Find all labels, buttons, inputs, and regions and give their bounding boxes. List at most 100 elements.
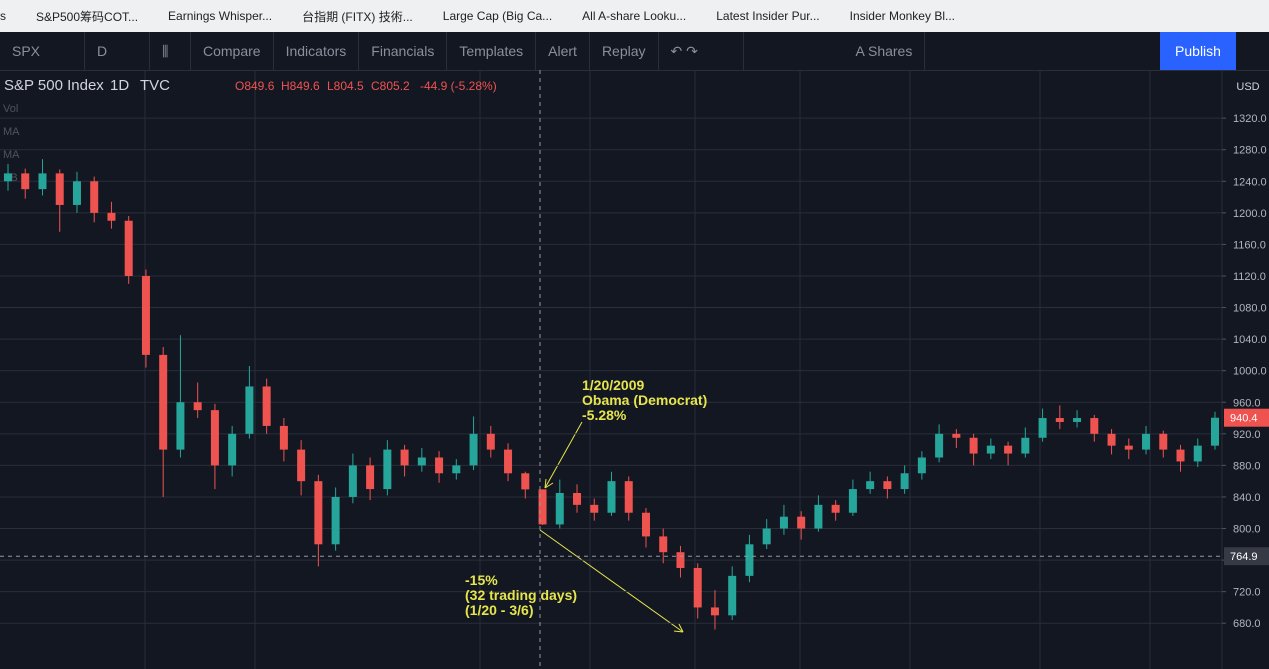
candle-body	[210, 410, 219, 466]
publish-button[interactable]: Publish	[1160, 32, 1236, 70]
candle-body	[848, 489, 857, 513]
y-tick-label: 1280.0	[1233, 145, 1267, 157]
candle-body	[504, 449, 513, 474]
candle-body	[348, 465, 357, 497]
candle-body	[176, 402, 185, 450]
crosshair-tag	[1224, 547, 1269, 566]
legend-close: C805.2	[371, 79, 410, 93]
currency: USD	[1236, 81, 1259, 93]
candle-body	[314, 481, 323, 545]
candle-body	[797, 516, 806, 529]
indicator[interactable]: MA	[3, 149, 20, 161]
y-tick-label: 960.0	[1233, 397, 1261, 409]
candle-body	[710, 607, 719, 616]
candle-body	[762, 528, 771, 545]
annotation: (1/20 - 3/6)	[465, 602, 533, 618]
bookmark[interactable]: S&P500筹码COT...	[36, 9, 139, 24]
replay[interactable]: Replay	[590, 32, 659, 70]
bookmark[interactable]: Earnings Whisper...	[168, 9, 273, 23]
financials[interactable]: Financials	[359, 32, 448, 70]
bookmark[interactable]: All A-share Looku...	[582, 9, 687, 23]
candle-body	[435, 457, 444, 474]
candle-body	[124, 220, 133, 276]
candle-body	[279, 425, 288, 450]
bookmark[interactable]: 台指期 (FITX) 技術...	[302, 9, 413, 24]
y-tick-label: 1080.0	[1233, 303, 1267, 315]
bookmark[interactable]: Latest Insider Pur...	[716, 9, 820, 23]
y-tick-label: 800.0	[1233, 524, 1261, 536]
candle-body	[1159, 433, 1168, 450]
y-tick-label: 840.0	[1233, 492, 1261, 504]
candle-body	[607, 481, 616, 513]
legend-interval: 1D	[110, 77, 129, 94]
candle-body	[1055, 418, 1064, 422]
candle-body	[1107, 433, 1116, 446]
candle-body	[1073, 418, 1082, 422]
indicator[interactable]: MA	[3, 126, 20, 138]
symbol-name: S&P 500 Index	[4, 77, 104, 94]
candle-body	[641, 512, 650, 537]
y-tick-label: 1120.0	[1233, 271, 1266, 283]
bookmark[interactable]: s	[0, 9, 6, 23]
y-tick-label: 920.0	[1233, 429, 1261, 441]
candle-body	[935, 433, 944, 458]
candle-body	[590, 504, 599, 513]
candle-body	[624, 481, 633, 513]
candle-body	[831, 504, 840, 513]
y-tick-label: 1200.0	[1233, 208, 1267, 220]
alert[interactable]: Alert	[536, 32, 590, 70]
annotation: (32 trading days)	[465, 587, 577, 603]
candle-body	[193, 402, 202, 411]
candle-body	[814, 504, 823, 529]
last-price-tag	[1224, 408, 1269, 427]
layout[interactable]: A Shares	[844, 32, 926, 70]
candle-body	[555, 493, 564, 525]
candle-body	[693, 567, 702, 608]
candle-body	[1211, 417, 1219, 446]
y-tick-label: 1160.0	[1233, 239, 1266, 251]
crosshair-label: 764.9	[1230, 551, 1258, 563]
candle-body	[969, 437, 978, 454]
y-tick-label: 720.0	[1233, 587, 1261, 599]
candle-body	[728, 575, 737, 616]
candle-body	[159, 354, 168, 450]
candle-body	[521, 473, 530, 490]
bookmark[interactable]: Large Cap (Big Ca...	[442, 9, 553, 23]
candle-body	[779, 516, 788, 529]
chart-style[interactable]: ⫼	[150, 32, 191, 70]
y-tick-label: 880.0	[1233, 460, 1261, 472]
candle-body	[366, 465, 375, 490]
candle-body	[55, 173, 64, 205]
candle-body	[417, 457, 426, 466]
time-grid	[144, 70, 1151, 669]
indicator[interactable]: Vol	[3, 103, 18, 115]
candle-body	[917, 457, 926, 474]
toolbar: SPX D ⫼ Compare Indicators Financials Te…	[0, 32, 1269, 71]
candle-body	[900, 473, 909, 490]
candle-body	[573, 493, 582, 505]
legend-source: TVC	[140, 77, 170, 94]
candle-body	[745, 544, 754, 576]
undo-redo[interactable]: ↶ ↷	[659, 32, 744, 70]
candle-body	[986, 445, 995, 454]
templates[interactable]: Templates	[447, 32, 537, 70]
candle-body	[1142, 433, 1151, 450]
candle-body	[1090, 418, 1099, 434]
candle-body	[245, 386, 254, 434]
bookmark[interactable]: Insider Monkey Bl...	[849, 9, 955, 23]
candle-body	[228, 433, 237, 466]
indicators[interactable]: Indicators	[274, 32, 360, 70]
y-tick-label: 1040.0	[1233, 334, 1267, 346]
annotation: 1/20/2009	[582, 377, 644, 393]
interval[interactable]: D	[85, 32, 150, 70]
annotation: -5.28%	[582, 407, 627, 423]
compare[interactable]: Compare	[191, 32, 274, 70]
legend-open: O849.6	[235, 79, 275, 93]
symbol[interactable]: SPX	[0, 32, 85, 70]
candle-body	[538, 489, 547, 525]
y-tick-label: 1320.0	[1233, 113, 1267, 125]
annotation: -15%	[465, 572, 498, 588]
annotation-arrows	[539, 421, 684, 633]
candle-body	[72, 181, 81, 205]
candle-body	[21, 173, 30, 190]
